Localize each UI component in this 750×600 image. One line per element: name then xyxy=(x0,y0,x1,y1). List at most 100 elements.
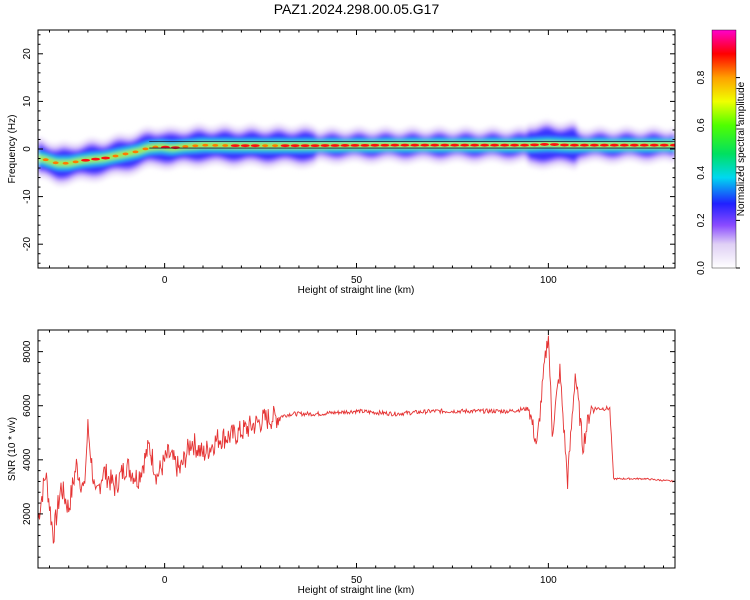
spectrogram-peak xyxy=(400,143,410,147)
spectrogram-peak xyxy=(350,143,360,147)
spectrogram-peak xyxy=(272,144,279,148)
spectrogram-peak xyxy=(589,143,599,147)
spectrogram-xtick-label: 0 xyxy=(162,275,168,286)
spectrogram-xlabel: Height of straight line (km) xyxy=(298,285,415,296)
spectrogram-peak xyxy=(320,144,330,147)
spectrogram-peak xyxy=(250,144,260,148)
snr-frame xyxy=(37,329,676,569)
spectrogram-peak xyxy=(599,143,609,147)
spectrogram-peak xyxy=(460,143,470,147)
snr-ytick-label: 2000 xyxy=(22,502,33,525)
spectrogram-peak xyxy=(112,154,119,158)
spectrogram-peak xyxy=(72,160,79,164)
spectrogram-peak xyxy=(340,144,350,147)
spectrogram-peak xyxy=(230,144,240,147)
snr-axes: 0 50 100 2000 4000 6000 8000 xyxy=(22,329,675,586)
spectrogram-peak xyxy=(42,158,49,162)
spectrogram-peak xyxy=(569,143,579,147)
snr-series-line xyxy=(38,335,675,544)
spectrogram-peak xyxy=(440,143,450,147)
snr-xlabel: Height of straight line (km) xyxy=(298,585,415,596)
spectrogram-peak xyxy=(370,143,380,147)
spectrogram-ytick-label: -10 xyxy=(22,189,33,204)
spectrogram-peak xyxy=(490,143,500,147)
spectrogram-heatmap xyxy=(38,119,675,187)
spectrogram-peak xyxy=(62,161,69,165)
spectrogram-peak xyxy=(480,143,490,147)
spectrogram-peaks xyxy=(42,143,675,165)
snr-ylabel: SNR (10 * v/v) xyxy=(7,417,18,481)
spectrogram-peak xyxy=(91,157,101,161)
spectrogram-peak xyxy=(280,144,290,148)
snr-ytick-label: 8000 xyxy=(22,340,33,363)
spectrogram-xtick-label: 100 xyxy=(540,275,557,286)
colorbar-frame xyxy=(711,29,737,269)
spectrogram-peak xyxy=(559,143,569,147)
colorbar-tick-label: 0.4 xyxy=(696,165,707,179)
colorbar-tick-label: 0.8 xyxy=(696,70,707,84)
spectrogram-peak xyxy=(410,143,420,147)
spectrogram-peak xyxy=(550,143,560,146)
spectrogram-peak xyxy=(52,161,59,165)
spectrogram-peak xyxy=(380,143,390,147)
spectrogram-axes: 0 50 100 -20 -10 0 10 20 xyxy=(22,30,675,286)
spectrogram-peak xyxy=(240,144,250,148)
spectrogram-peak xyxy=(629,143,639,147)
spectrogram-peak xyxy=(450,143,460,147)
spectrogram-peak xyxy=(330,144,340,147)
spectrogram-ytick-label: 10 xyxy=(22,95,33,107)
spectrogram-panel: 0 50 100 -20 -10 0 10 20 Height of straight lin… xyxy=(7,29,676,296)
spectrogram-peak xyxy=(470,143,480,147)
spectrogram-peak xyxy=(609,143,619,147)
colorbar-tick-label: 0.0 xyxy=(696,261,707,275)
spectrogram-peak xyxy=(290,144,300,148)
spectrogram-peak xyxy=(192,144,199,148)
spectrogram-peak xyxy=(300,144,310,148)
spectrogram-peak xyxy=(540,143,550,146)
spectrogram-peak xyxy=(390,143,400,147)
spectrogram-peak xyxy=(202,143,209,147)
spectrogram-peak xyxy=(81,158,91,162)
colorbar: 0.0 0.2 0.4 0.6 0.8 Normalized spectral ampl… xyxy=(696,29,747,275)
spectrogram-xtick-label: 50 xyxy=(351,275,363,286)
spectrogram-peak xyxy=(360,143,370,147)
spectrogram-peak xyxy=(420,143,430,147)
colorbar-tick-label: 0.6 xyxy=(696,118,707,132)
spectrogram-peak xyxy=(212,143,219,147)
spectrogram-peak xyxy=(182,145,189,148)
spectrogram-peak xyxy=(430,143,440,147)
colorbar-label: Normalized spectral amplitude xyxy=(736,81,747,216)
colorbar-tick-label: 0.2 xyxy=(696,213,707,227)
spectrogram-peak xyxy=(142,147,149,151)
spectrogram-peak xyxy=(659,143,669,147)
colorbar-ticks: 0.0 0.2 0.4 0.6 0.8 xyxy=(696,70,740,275)
spectrogram-peak xyxy=(649,143,659,147)
spectrogram-peak xyxy=(669,143,675,147)
spectrogram-peak xyxy=(520,143,530,147)
chart-title: PAZ1.2024.298.00.05.G17 xyxy=(273,1,440,17)
spectrogram-peak xyxy=(530,143,540,147)
spectrogram-peak xyxy=(579,143,589,147)
spectrogram-peak xyxy=(500,143,510,147)
spectrogram-peak xyxy=(122,152,129,156)
spectrogram-ytick-label: -20 xyxy=(22,237,33,252)
spectrogram-peak xyxy=(310,144,320,147)
spectrogram-peak xyxy=(639,143,649,147)
spectrogram-peak xyxy=(222,144,229,147)
spectrogram-ytick-label: 0 xyxy=(22,146,33,152)
spectrogram-peak xyxy=(132,150,139,154)
snr-xtick-label: 50 xyxy=(351,575,363,586)
snr-xtick-label: 0 xyxy=(162,575,168,586)
snr-panel: 0 50 100 2000 4000 6000 8000 Height of straigh… xyxy=(7,329,676,596)
colorbar-gradient xyxy=(712,30,736,268)
snr-ytick-label: 6000 xyxy=(22,394,33,417)
spectrogram-ylabel: Frequency (Hz) xyxy=(7,115,18,184)
spectrogram-peak xyxy=(510,143,520,147)
snr-xtick-label: 100 xyxy=(540,575,557,586)
spectrogram-ytick-label: 20 xyxy=(22,48,33,60)
snr-ytick-label: 4000 xyxy=(22,448,33,471)
spectrogram-peak xyxy=(262,144,269,148)
spectrogram-peak xyxy=(101,156,111,160)
snr-line-layer xyxy=(38,335,675,544)
